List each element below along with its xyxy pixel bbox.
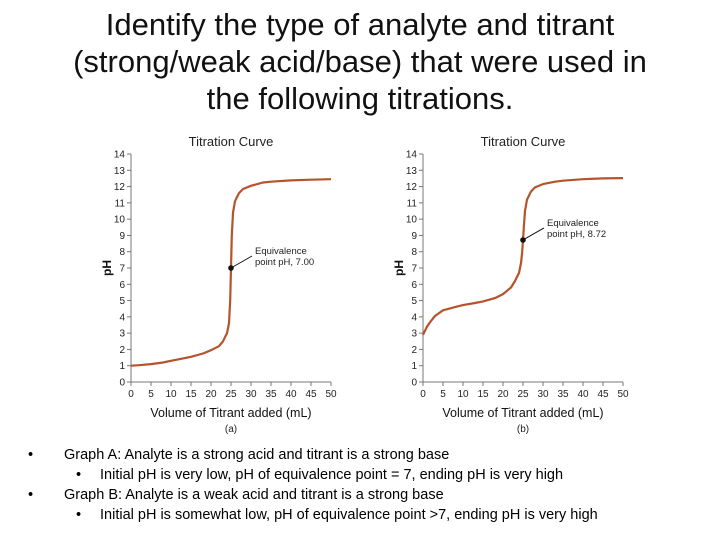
- x-tick-label: 0: [128, 389, 134, 400]
- x-tick-label: 30: [537, 389, 549, 400]
- x-tick-label: 10: [165, 389, 177, 400]
- x-tick-label: 10: [457, 389, 469, 400]
- y-tick-label: 7: [411, 264, 417, 275]
- bullet-item: • Initial pH is very low, pH of equivale…: [28, 465, 718, 485]
- chart-caption: (a): [225, 424, 237, 435]
- x-tick-label: 45: [597, 389, 609, 400]
- annotation-label: point pH, 8.72: [547, 229, 606, 240]
- y-tick-label: 9: [411, 231, 417, 242]
- bullet-marker: •: [76, 507, 82, 523]
- bullet-text: Graph A: Analyte is a strong acid and ti…: [64, 447, 450, 463]
- x-tick-label: 45: [305, 389, 317, 400]
- y-tick-label: 0: [119, 378, 125, 389]
- x-tick-label: 50: [617, 389, 629, 400]
- title-line: Identify the type of analyte and titrant: [105, 7, 615, 42]
- chart-caption: (b): [517, 424, 529, 435]
- y-tick-label: 11: [115, 198, 126, 209]
- chart-title: Titration Curve: [481, 134, 566, 149]
- bullet-text: Initial pH is very low, pH of equivalenc…: [100, 467, 564, 483]
- x-tick-label: 25: [517, 389, 529, 400]
- y-tick-label: 3: [119, 329, 125, 340]
- bullet-item: • Initial pH is somewhat low, pH of equi…: [28, 505, 718, 525]
- y-tick-label: 5: [411, 296, 417, 307]
- x-tick-label: 40: [285, 389, 297, 400]
- bullet-marker: •: [28, 487, 34, 503]
- y-tick-label: 14: [114, 150, 126, 161]
- y-tick-label: 8: [119, 247, 125, 258]
- title-line: (strong/weak acid/base) that were used i…: [73, 44, 647, 79]
- y-tick-label: 2: [119, 345, 125, 356]
- chart-title: Titration Curve: [189, 134, 274, 149]
- x-tick-label: 15: [185, 389, 197, 400]
- y-tick-label: 4: [411, 312, 417, 323]
- y-tick-label: 12: [406, 182, 418, 193]
- bullet-text: Graph B: Analyte is a weak acid and titr…: [64, 487, 444, 503]
- bullet-marker: •: [76, 467, 82, 483]
- x-tick-label: 0: [420, 389, 426, 400]
- x-tick-label: 35: [557, 389, 569, 400]
- x-tick-label: 30: [245, 389, 257, 400]
- y-tick-label: 13: [406, 166, 418, 177]
- y-tick-label: 12: [114, 182, 126, 193]
- y-tick-label: 0: [411, 378, 417, 389]
- y-tick-label: 5: [119, 296, 125, 307]
- titration-curve: [422, 177, 624, 336]
- titration-curve: [130, 178, 332, 367]
- x-tick-label: 15: [477, 389, 489, 400]
- x-tick-label: 20: [205, 389, 217, 400]
- y-tick-label: 1: [119, 361, 125, 372]
- annotation-label: Equivalence: [547, 218, 599, 229]
- x-tick-label: 35: [265, 389, 277, 400]
- bullet-text: Initial pH is somewhat low, pH of equiva…: [100, 507, 598, 523]
- y-tick-label: 11: [407, 198, 418, 209]
- y-tick-label: 6: [411, 280, 417, 291]
- y-axis-label: pH: [392, 260, 406, 276]
- bullet-item: • Graph B: Analyte is a weak acid and ti…: [28, 485, 718, 505]
- title-line: the following titrations.: [206, 81, 514, 116]
- bullet-item: • Graph A: Analyte is a strong acid and …: [28, 445, 718, 465]
- slide-title: Identify the type of analyte and titrant…: [20, 6, 700, 117]
- equivalence-point: [228, 265, 234, 271]
- annotation-leader: [230, 255, 253, 269]
- x-tick-label: 25: [225, 389, 237, 400]
- y-tick-label: 6: [119, 280, 125, 291]
- y-tick-label: 13: [114, 166, 126, 177]
- x-tick-label: 5: [148, 389, 154, 400]
- x-axis-label: Volume of Titrant added (mL): [150, 406, 311, 420]
- x-tick-label: 50: [325, 389, 337, 400]
- annotation-label: point pH, 7.00: [255, 257, 314, 268]
- x-tick-label: 40: [577, 389, 589, 400]
- x-tick-label: 5: [440, 389, 446, 400]
- y-tick-label: 10: [114, 215, 126, 226]
- x-axis-label: Volume of Titrant added (mL): [442, 406, 603, 420]
- y-axis-label: pH: [100, 260, 114, 276]
- y-tick-label: 9: [119, 231, 125, 242]
- y-tick-label: 7: [119, 264, 125, 275]
- y-tick-label: 4: [119, 312, 125, 323]
- y-tick-label: 1: [411, 361, 417, 372]
- bullet-list: • Graph A: Analyte is a strong acid and …: [28, 445, 718, 525]
- y-tick-label: 2: [411, 345, 417, 356]
- x-tick-label: 20: [497, 389, 509, 400]
- bullet-marker: •: [28, 447, 34, 463]
- annotation-label: Equivalence: [255, 246, 307, 257]
- y-tick-label: 10: [406, 215, 418, 226]
- annotation-leader: [522, 227, 545, 241]
- y-tick-label: 8: [411, 247, 417, 258]
- equivalence-point: [520, 237, 526, 243]
- y-tick-label: 14: [406, 150, 418, 161]
- y-tick-label: 3: [411, 329, 417, 340]
